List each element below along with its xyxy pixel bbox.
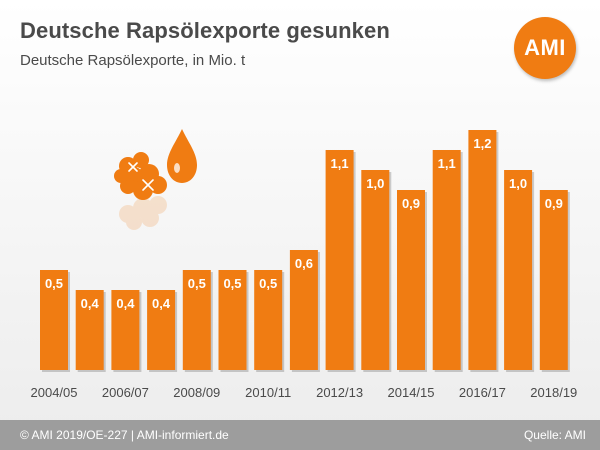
data-label: 0,5	[223, 276, 241, 291]
bar-2006/07	[111, 290, 140, 370]
bar-2014/15	[397, 190, 425, 370]
x-tick-label: 2012/13	[316, 385, 363, 400]
rapeseed-flower-oil-drop-icon	[114, 129, 197, 230]
data-label: 1,0	[366, 176, 384, 191]
footer-bar: © AMI 2019/OE-227 | AMI-informiert.de Qu…	[0, 420, 600, 450]
x-tick-label: 2014/15	[388, 385, 435, 400]
chart-subtitle: Deutsche Rapsölexporte, in Mio. t	[20, 52, 246, 69]
bar-2017/18	[504, 170, 533, 370]
data-label: 1,1	[438, 156, 456, 171]
data-label: 1,0	[509, 176, 527, 191]
data-label: 1,1	[331, 156, 349, 171]
data-label: 0,5	[45, 276, 63, 291]
bar-2008/09	[182, 270, 211, 370]
data-label: 0,4	[152, 296, 171, 311]
bar-chart: 0,5 0,4 0,4 0,4 0,5 0,5 0,5 0,6 1,1 1,0 0,9 1,1 1,2 1…	[31, 129, 577, 400]
x-tick-label: 2008/09	[173, 385, 220, 400]
ami-logo: AMI	[514, 17, 576, 79]
x-tick-label: 2010/11	[245, 385, 291, 400]
bar-2010/11	[254, 270, 283, 370]
data-label: 0,5	[188, 276, 206, 291]
data-label: 0,9	[545, 196, 563, 211]
data-label: 0,9	[402, 196, 420, 211]
x-tick-label: 2006/07	[102, 385, 149, 400]
data-label: 0,4	[81, 296, 100, 311]
bar-2005/06	[75, 290, 104, 370]
bar-2009/10	[218, 270, 247, 370]
bar-2012/13	[325, 150, 354, 370]
x-tick-label: 2018/19	[530, 385, 577, 400]
chart-title: Deutsche Rapsölexporte gesunken	[20, 18, 390, 43]
bar-2011/12	[289, 250, 318, 370]
data-label: 1,2	[473, 136, 491, 151]
data-label: 0,4	[116, 296, 135, 311]
bar-2018/19	[539, 190, 568, 370]
ami-logo-text: AMI	[524, 35, 566, 60]
x-tick-label: 2016/17	[459, 385, 506, 400]
bar-2007/08	[147, 290, 176, 370]
bar-2004/05	[40, 270, 68, 370]
footer-source: Quelle: AMI	[523, 428, 586, 442]
footer-copyright: © AMI 2019/OE-227 | AMI-informiert.de	[20, 428, 229, 442]
data-label: 0,5	[259, 276, 277, 291]
bar-2013/14	[361, 170, 390, 370]
data-label: 0,6	[295, 256, 313, 271]
bar-2016/17	[468, 130, 497, 370]
x-tick-label: 2004/05	[31, 385, 78, 400]
bar-2015/16	[432, 150, 461, 370]
